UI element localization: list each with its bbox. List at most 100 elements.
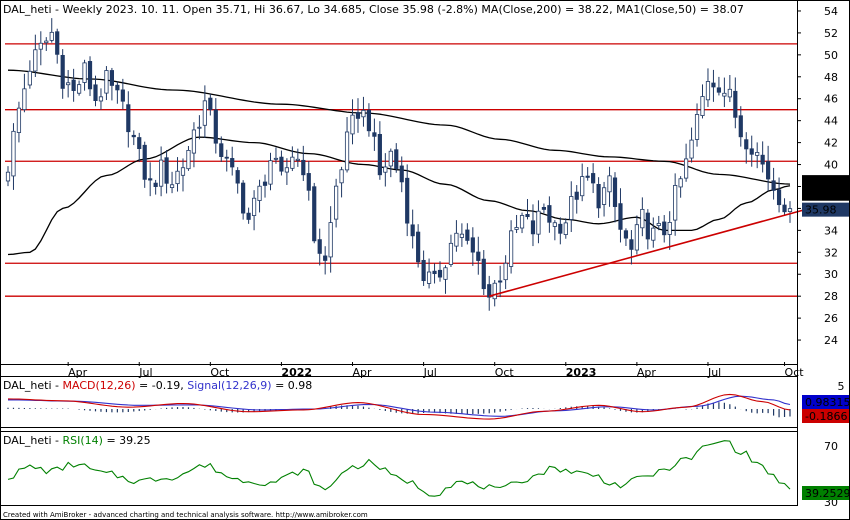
candle-body bbox=[377, 133, 382, 176]
candle-body bbox=[694, 114, 700, 140]
close-badge: 35.98 bbox=[802, 202, 850, 217]
candle-body bbox=[268, 160, 273, 185]
candle-body bbox=[634, 224, 639, 251]
candle-body bbox=[454, 232, 459, 247]
candle bbox=[241, 180, 246, 220]
candle-body bbox=[705, 81, 711, 101]
candle bbox=[11, 123, 16, 190]
candle bbox=[771, 167, 776, 200]
candle-body bbox=[782, 204, 787, 213]
candle-body bbox=[180, 167, 186, 176]
candle bbox=[410, 209, 415, 249]
candle bbox=[109, 67, 114, 101]
macd-y-tick-label: 5 bbox=[838, 380, 845, 393]
candle bbox=[312, 182, 317, 244]
y-tick-label: 54 bbox=[824, 5, 838, 18]
candle bbox=[656, 215, 661, 231]
candle bbox=[98, 88, 104, 110]
candle-body bbox=[476, 251, 481, 261]
candle bbox=[361, 96, 366, 127]
candle-body bbox=[514, 227, 519, 230]
candle-body bbox=[727, 88, 732, 98]
price-x-axis: Apr Jul Oct 2022 Apr Jul Oct 2023 Apr Jul Oct bbox=[67, 362, 804, 379]
candle bbox=[569, 181, 574, 233]
candle bbox=[591, 163, 596, 194]
candle bbox=[733, 77, 738, 129]
macd-line bbox=[7, 393, 791, 420]
candle-body bbox=[355, 112, 361, 119]
candle bbox=[175, 157, 180, 192]
candle-body bbox=[394, 149, 399, 169]
candle-body bbox=[733, 90, 738, 118]
trendline-group bbox=[489, 205, 818, 297]
candle bbox=[716, 76, 722, 96]
candle bbox=[782, 198, 787, 215]
candle bbox=[481, 250, 486, 296]
ma200-badge-box bbox=[802, 175, 850, 190]
candle-body bbox=[38, 42, 43, 50]
candle-body bbox=[470, 237, 475, 253]
macd-badge-box bbox=[802, 409, 850, 423]
x-tick-label: Oct bbox=[210, 366, 230, 379]
candle bbox=[623, 228, 629, 247]
macd-title: DAL_heti - MACD(12,26) = -0.19, Signal(1… bbox=[3, 379, 312, 392]
y-tick-label: 48 bbox=[824, 71, 838, 84]
x-tick-label: 2022 bbox=[281, 366, 312, 379]
candle bbox=[219, 136, 224, 162]
candle-body bbox=[262, 181, 268, 186]
candle bbox=[437, 261, 443, 282]
candle-body bbox=[235, 170, 240, 184]
candle-body bbox=[361, 109, 366, 118]
candle bbox=[60, 49, 65, 99]
rsi-lines bbox=[7, 440, 791, 497]
candle bbox=[673, 173, 678, 236]
candle-body bbox=[66, 82, 71, 86]
candle-body bbox=[432, 270, 437, 275]
rsi-y-tick-label: 70 bbox=[824, 440, 838, 453]
rsi-title: DAL_heti - RSI(14) = 39.25 bbox=[3, 434, 151, 447]
candle-body bbox=[33, 49, 38, 72]
candle-body bbox=[541, 207, 547, 210]
price-panel: 24262830323436384042444648505254 AprJulO… bbox=[5, 5, 850, 379]
signal-label: Signal(12,26,9) bbox=[187, 379, 271, 392]
candle bbox=[306, 161, 311, 201]
macd-value-badges: 0.983154-0.1866 bbox=[802, 395, 850, 423]
candle bbox=[213, 98, 218, 154]
rsi-badge-box bbox=[802, 486, 850, 500]
candle bbox=[525, 199, 530, 220]
y-tick-label: 26 bbox=[824, 312, 838, 325]
candle bbox=[290, 146, 295, 172]
candle-body bbox=[503, 262, 508, 281]
candle-body bbox=[421, 259, 426, 282]
candle bbox=[355, 98, 361, 133]
candle bbox=[350, 99, 355, 145]
candle bbox=[394, 143, 399, 173]
candle-body bbox=[11, 130, 16, 177]
close-badge-box bbox=[802, 202, 850, 217]
candle-body bbox=[498, 280, 503, 283]
candle bbox=[55, 28, 60, 64]
x-tick-label: Jul bbox=[423, 366, 437, 379]
candle bbox=[574, 185, 579, 214]
candle-body bbox=[667, 221, 672, 235]
candle bbox=[612, 172, 618, 223]
candle-body bbox=[591, 173, 596, 184]
candle bbox=[224, 149, 229, 172]
candle bbox=[38, 31, 43, 66]
candle-body bbox=[76, 84, 82, 94]
candle-body bbox=[776, 189, 782, 206]
candle-body bbox=[525, 213, 530, 218]
x-tick-label: Jul bbox=[707, 366, 721, 379]
candle-body bbox=[574, 191, 579, 200]
candle-body bbox=[416, 231, 421, 263]
candle-body bbox=[640, 208, 645, 229]
candle bbox=[197, 115, 202, 140]
candle bbox=[5, 166, 11, 187]
candle-body bbox=[230, 158, 235, 168]
candle-body bbox=[159, 159, 164, 187]
candle-body bbox=[755, 152, 760, 156]
candle bbox=[738, 106, 743, 147]
candle bbox=[601, 181, 607, 217]
candle-body bbox=[257, 185, 262, 201]
candle-body bbox=[213, 109, 218, 144]
